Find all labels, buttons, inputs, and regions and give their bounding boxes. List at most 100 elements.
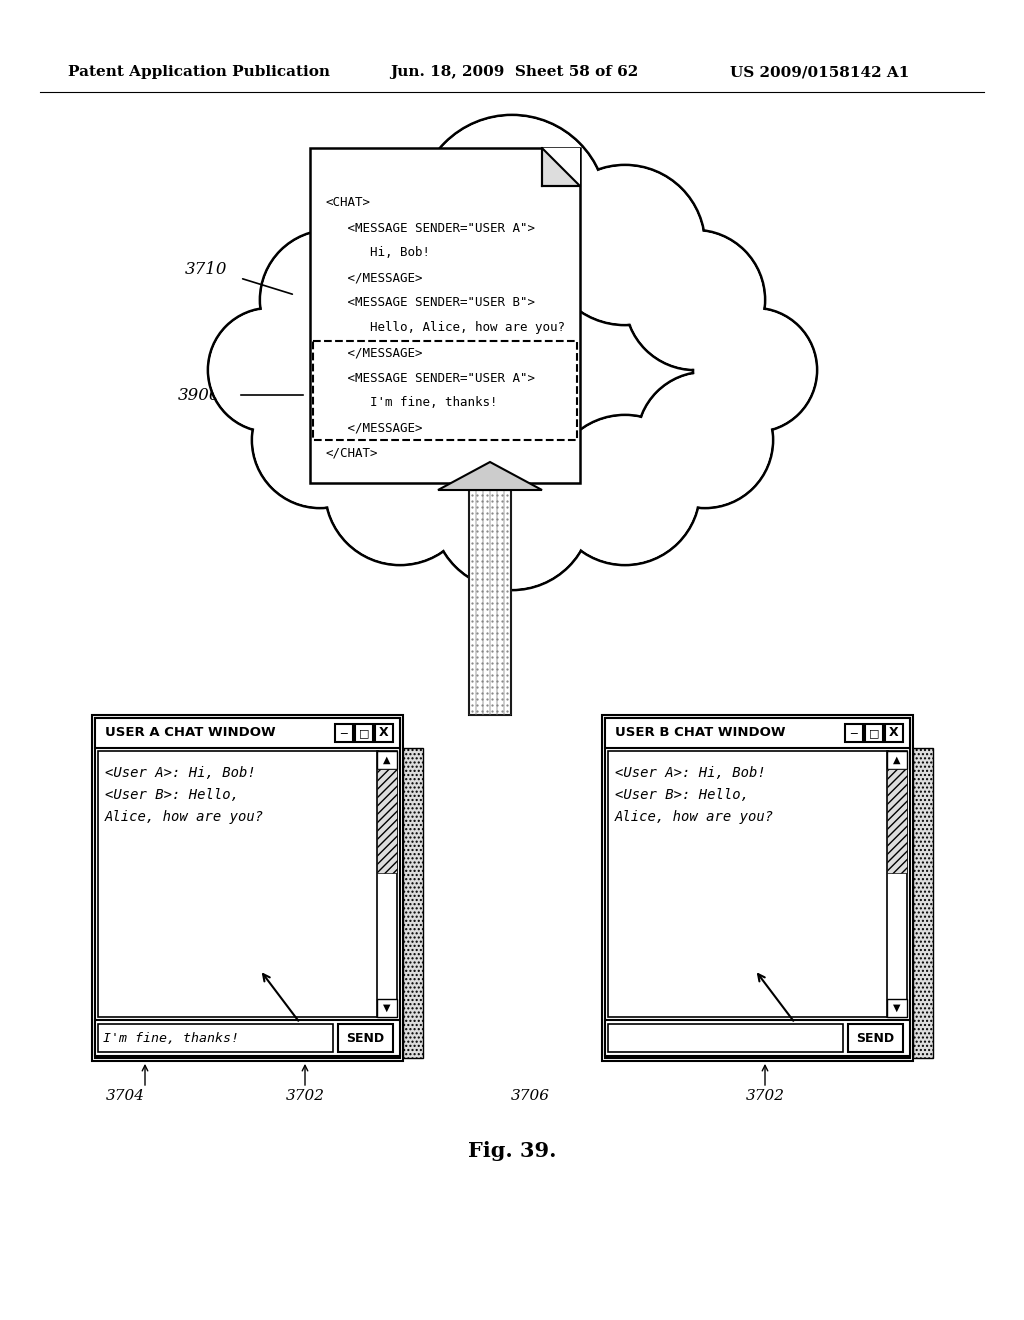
Text: US 2009/0158142 A1: US 2009/0158142 A1 <box>730 65 909 79</box>
Circle shape <box>550 414 700 565</box>
Circle shape <box>547 168 703 323</box>
Text: ▼: ▼ <box>383 1003 391 1012</box>
Text: <MESSAGE SENDER="USER A">: <MESSAGE SENDER="USER A"> <box>325 222 535 235</box>
Text: SEND: SEND <box>346 1031 385 1044</box>
FancyBboxPatch shape <box>605 1020 910 1056</box>
FancyBboxPatch shape <box>403 748 423 1059</box>
FancyBboxPatch shape <box>848 1024 903 1052</box>
Text: <CHAT>: <CHAT> <box>325 197 370 210</box>
FancyBboxPatch shape <box>377 999 397 1016</box>
FancyBboxPatch shape <box>92 715 403 1061</box>
Circle shape <box>262 232 398 368</box>
Text: <MESSAGE SENDER="USER B">: <MESSAGE SENDER="USER B"> <box>325 297 535 309</box>
Circle shape <box>260 230 400 370</box>
FancyBboxPatch shape <box>95 1020 400 1056</box>
FancyBboxPatch shape <box>885 723 903 742</box>
Text: USER B CHAT WINDOW: USER B CHAT WINDOW <box>615 726 785 739</box>
FancyBboxPatch shape <box>377 751 397 1016</box>
FancyBboxPatch shape <box>865 723 883 742</box>
Text: USER A CHAT WINDOW: USER A CHAT WINDOW <box>105 726 275 739</box>
Text: X: X <box>889 726 899 739</box>
FancyBboxPatch shape <box>602 715 913 1061</box>
Circle shape <box>327 417 473 564</box>
FancyBboxPatch shape <box>542 148 580 186</box>
Text: <User A>: Hi, Bob!: <User A>: Hi, Bob! <box>615 766 766 780</box>
Text: X: X <box>379 726 389 739</box>
Text: □: □ <box>868 729 880 738</box>
Circle shape <box>434 432 590 587</box>
Text: Jun. 18, 2009  Sheet 58 of 62: Jun. 18, 2009 Sheet 58 of 62 <box>390 65 638 79</box>
Polygon shape <box>542 148 580 186</box>
Circle shape <box>637 372 773 508</box>
FancyBboxPatch shape <box>98 751 378 1016</box>
Text: ▼: ▼ <box>893 1003 901 1012</box>
Text: 3702: 3702 <box>286 1089 325 1104</box>
Text: I'm fine, thanks!: I'm fine, thanks! <box>325 396 498 409</box>
FancyBboxPatch shape <box>377 751 397 770</box>
Text: 3710: 3710 <box>185 261 227 279</box>
Circle shape <box>319 165 480 325</box>
FancyBboxPatch shape <box>845 723 863 742</box>
FancyBboxPatch shape <box>887 751 907 1016</box>
Circle shape <box>322 168 478 323</box>
Text: 3702: 3702 <box>745 1089 784 1104</box>
FancyBboxPatch shape <box>608 1024 843 1052</box>
FancyBboxPatch shape <box>605 718 910 748</box>
Text: ─: ─ <box>851 729 857 738</box>
FancyBboxPatch shape <box>469 490 511 715</box>
Text: ▲: ▲ <box>383 755 391 766</box>
FancyBboxPatch shape <box>95 718 400 748</box>
Circle shape <box>419 117 605 304</box>
Circle shape <box>695 310 815 430</box>
Text: <MESSAGE SENDER="USER A">: <MESSAGE SENDER="USER A"> <box>325 371 535 384</box>
FancyBboxPatch shape <box>377 770 397 873</box>
FancyBboxPatch shape <box>913 748 933 1059</box>
Text: I'm fine, thanks!: I'm fine, thanks! <box>103 1031 239 1044</box>
Circle shape <box>693 308 817 432</box>
FancyBboxPatch shape <box>605 718 910 1059</box>
Circle shape <box>625 230 765 370</box>
FancyBboxPatch shape <box>375 723 393 742</box>
Text: </MESSAGE>: </MESSAGE> <box>325 421 423 434</box>
Text: </MESSAGE>: </MESSAGE> <box>325 272 423 285</box>
Text: Patent Application Publication: Patent Application Publication <box>68 65 330 79</box>
Text: Alice, how are you?: Alice, how are you? <box>105 810 264 824</box>
Text: <User B>: Hello,: <User B>: Hello, <box>615 788 749 803</box>
FancyBboxPatch shape <box>95 718 400 1059</box>
Circle shape <box>639 374 771 506</box>
Text: </MESSAGE>: </MESSAGE> <box>325 346 423 359</box>
Text: SEND: SEND <box>856 1031 895 1044</box>
Text: Hello, Alice, how are you?: Hello, Alice, how are you? <box>325 322 565 334</box>
Circle shape <box>545 165 705 325</box>
Text: <User B>: Hello,: <User B>: Hello, <box>105 788 239 803</box>
FancyBboxPatch shape <box>608 751 888 1016</box>
Polygon shape <box>438 462 542 490</box>
Text: ▲: ▲ <box>893 755 901 766</box>
Circle shape <box>417 115 607 305</box>
Text: ─: ─ <box>341 729 347 738</box>
FancyBboxPatch shape <box>355 723 373 742</box>
Text: Hi, Bob!: Hi, Bob! <box>325 247 430 260</box>
Circle shape <box>627 232 763 368</box>
Circle shape <box>208 308 332 432</box>
FancyBboxPatch shape <box>887 770 907 873</box>
Text: 3704: 3704 <box>105 1089 144 1104</box>
Circle shape <box>254 374 386 506</box>
Text: Fig. 39.: Fig. 39. <box>468 1140 556 1162</box>
Circle shape <box>210 310 330 430</box>
Text: </CHAT>: </CHAT> <box>325 446 378 459</box>
Text: <User A>: Hi, Bob!: <User A>: Hi, Bob! <box>105 766 256 780</box>
FancyBboxPatch shape <box>887 999 907 1016</box>
FancyBboxPatch shape <box>98 1024 333 1052</box>
Text: 3906: 3906 <box>178 387 220 404</box>
Circle shape <box>432 430 592 590</box>
Text: 3706: 3706 <box>511 1089 550 1104</box>
FancyBboxPatch shape <box>338 1024 393 1052</box>
Text: Alice, how are you?: Alice, how are you? <box>615 810 774 824</box>
FancyBboxPatch shape <box>887 751 907 770</box>
Circle shape <box>552 417 698 564</box>
FancyBboxPatch shape <box>310 148 580 483</box>
Circle shape <box>252 372 388 508</box>
Text: □: □ <box>358 729 370 738</box>
FancyBboxPatch shape <box>335 723 353 742</box>
